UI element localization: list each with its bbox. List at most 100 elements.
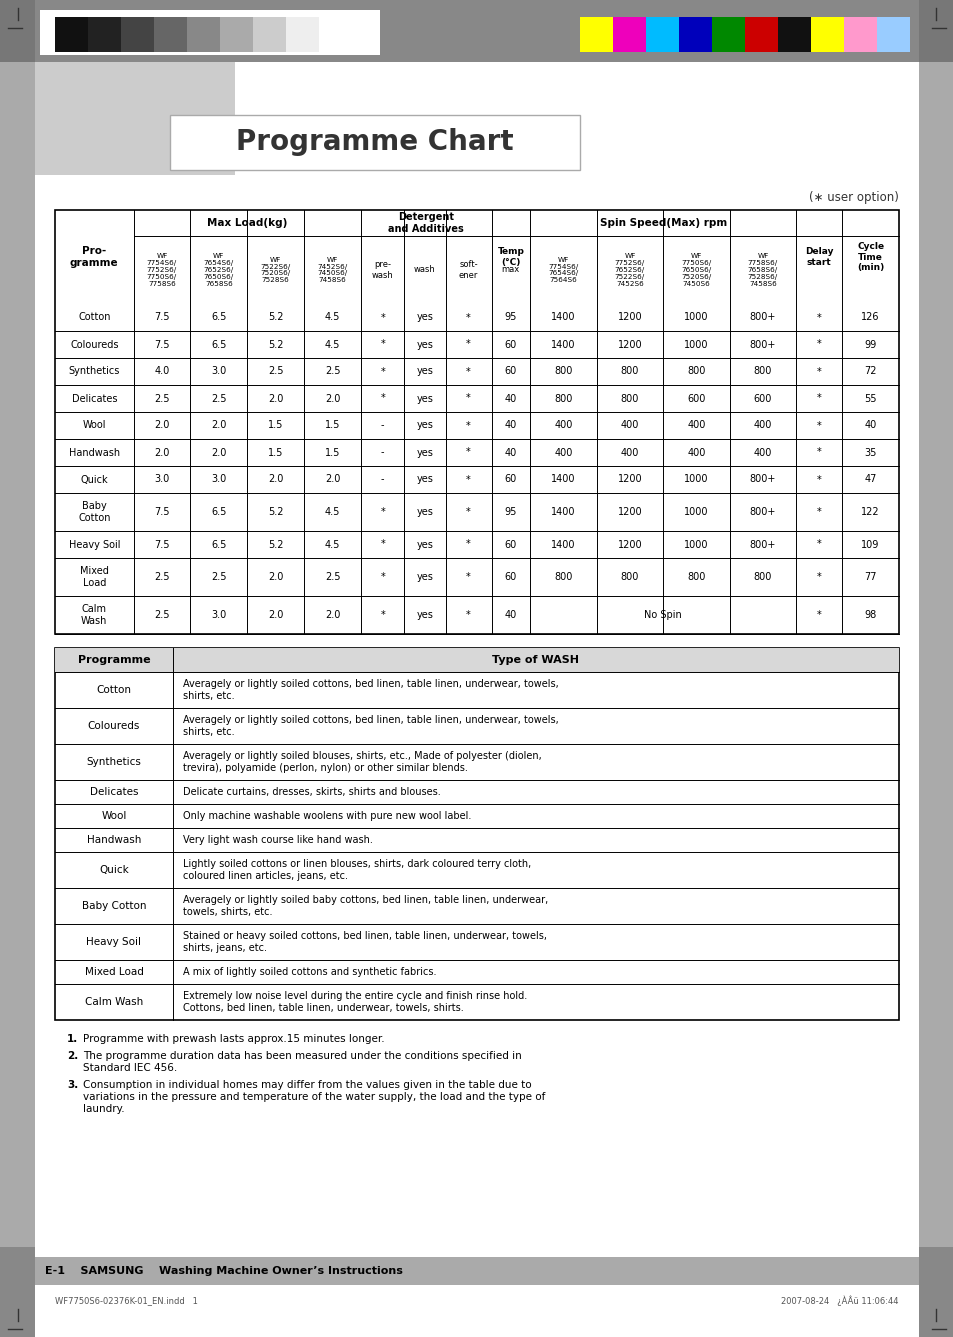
Text: WF
7754S6/
7752S6/
7750S6/
7758S6: WF 7754S6/ 7752S6/ 7750S6/ 7758S6: [147, 253, 177, 287]
Text: 800+: 800+: [749, 340, 776, 349]
Text: Handwash: Handwash: [87, 836, 141, 845]
Bar: [253, 17, 286, 52]
Text: Wool: Wool: [83, 421, 106, 431]
Text: 1200: 1200: [617, 507, 641, 517]
Bar: [121, 17, 153, 52]
Text: 40: 40: [504, 448, 517, 457]
Bar: [918, 62, 953, 1247]
Text: Coloureds: Coloureds: [88, 721, 140, 731]
Bar: [0, 0, 35, 62]
Bar: [744, 17, 778, 52]
Text: 4.5: 4.5: [324, 540, 340, 550]
Text: 7.5: 7.5: [154, 540, 170, 550]
Text: Temp
(°C): Temp (°C): [497, 247, 524, 266]
Text: *: *: [466, 448, 471, 457]
Text: *: *: [816, 393, 821, 404]
Text: 400: 400: [753, 421, 771, 431]
Text: 99: 99: [863, 340, 876, 349]
Text: 7.5: 7.5: [154, 340, 170, 349]
Text: WF7750S6-02376K-01_EN.indd   1: WF7750S6-02376K-01_EN.indd 1: [55, 1297, 197, 1305]
Text: 2007-08-24   ¿ÀÂü 11:06:44: 2007-08-24 ¿ÀÂü 11:06:44: [781, 1296, 898, 1306]
Text: 47: 47: [863, 475, 876, 484]
Bar: [918, 0, 953, 62]
Text: 800: 800: [686, 366, 705, 377]
Text: Spin Speed(Max) rpm: Spin Speed(Max) rpm: [598, 218, 726, 229]
Bar: [170, 115, 579, 170]
Text: *: *: [816, 475, 821, 484]
Bar: [778, 17, 810, 52]
Text: 1000: 1000: [683, 475, 708, 484]
Text: 600: 600: [753, 393, 771, 404]
Text: 1000: 1000: [683, 507, 708, 517]
Text: 95: 95: [504, 313, 517, 322]
Bar: [679, 17, 711, 52]
Text: 800+: 800+: [749, 313, 776, 322]
Text: 2.5: 2.5: [154, 572, 170, 582]
Text: 800: 800: [620, 572, 639, 582]
Text: 2.0: 2.0: [268, 572, 283, 582]
Bar: [55, 210, 898, 634]
Text: 6.5: 6.5: [211, 313, 226, 322]
Text: 1200: 1200: [617, 475, 641, 484]
Text: 5.2: 5.2: [268, 540, 283, 550]
Text: The programme duration data has been measured under the conditions specified in: The programme duration data has been mea…: [83, 1051, 521, 1060]
Text: 72: 72: [863, 366, 876, 377]
Text: 40: 40: [504, 421, 517, 431]
Text: yes: yes: [416, 475, 433, 484]
Text: 3.0: 3.0: [211, 475, 226, 484]
Text: Programme with prewash lasts approx.15 minutes longer.: Programme with prewash lasts approx.15 m…: [83, 1034, 384, 1044]
Text: 60: 60: [504, 475, 517, 484]
Text: *: *: [816, 313, 821, 322]
Bar: [645, 17, 679, 52]
Text: soft-
ener: soft- ener: [458, 261, 477, 279]
Text: *: *: [466, 540, 471, 550]
Bar: [810, 17, 843, 52]
Text: 3.0: 3.0: [211, 366, 226, 377]
Text: 1400: 1400: [551, 340, 575, 349]
Text: 400: 400: [686, 448, 705, 457]
Text: 2.0: 2.0: [268, 475, 283, 484]
Text: 2.0: 2.0: [324, 610, 340, 620]
Text: 98: 98: [863, 610, 876, 620]
Text: *: *: [816, 572, 821, 582]
Text: *: *: [816, 610, 821, 620]
Text: 95: 95: [504, 507, 517, 517]
Text: *: *: [816, 340, 821, 349]
Text: -: -: [380, 421, 384, 431]
Text: 2.0: 2.0: [324, 475, 340, 484]
Text: No Spin: No Spin: [643, 610, 681, 620]
Bar: [35, 1257, 918, 1285]
Text: 3.0: 3.0: [211, 610, 226, 620]
Text: Delay
start: Delay start: [804, 247, 833, 266]
Text: Delicates: Delicates: [90, 787, 138, 797]
Text: 5.2: 5.2: [268, 507, 283, 517]
Text: 800: 800: [620, 393, 639, 404]
Bar: [220, 17, 253, 52]
Text: 800+: 800+: [749, 507, 776, 517]
Bar: [35, 62, 234, 175]
Text: Lightly soiled cottons or linen blouses, shirts, dark coloured terry cloth,
colo: Lightly soiled cottons or linen blouses,…: [183, 860, 531, 881]
Text: 1000: 1000: [683, 313, 708, 322]
Text: 6.5: 6.5: [211, 507, 226, 517]
Text: 6.5: 6.5: [211, 340, 226, 349]
Text: 400: 400: [620, 421, 639, 431]
Text: Heavy Soil: Heavy Soil: [69, 540, 120, 550]
Text: 800: 800: [554, 366, 572, 377]
Bar: [876, 17, 909, 52]
Text: Standard IEC 456.: Standard IEC 456.: [83, 1063, 177, 1072]
Bar: [579, 17, 613, 52]
Text: wash: wash: [414, 266, 436, 274]
Text: 2.5: 2.5: [154, 393, 170, 404]
Bar: [711, 17, 744, 52]
Text: Mixed Load: Mixed Load: [85, 967, 143, 977]
Text: Heavy Soil: Heavy Soil: [87, 937, 141, 947]
Text: 600: 600: [686, 393, 705, 404]
Text: Cotton: Cotton: [78, 313, 111, 322]
Text: 35: 35: [863, 448, 876, 457]
Text: 800: 800: [554, 572, 572, 582]
Text: Programme Chart: Programme Chart: [236, 128, 514, 156]
Text: 1400: 1400: [551, 475, 575, 484]
Bar: [153, 17, 187, 52]
Text: 77: 77: [863, 572, 876, 582]
Text: WF
7522S6/
7520S6/
7528S6: WF 7522S6/ 7520S6/ 7528S6: [260, 257, 291, 283]
